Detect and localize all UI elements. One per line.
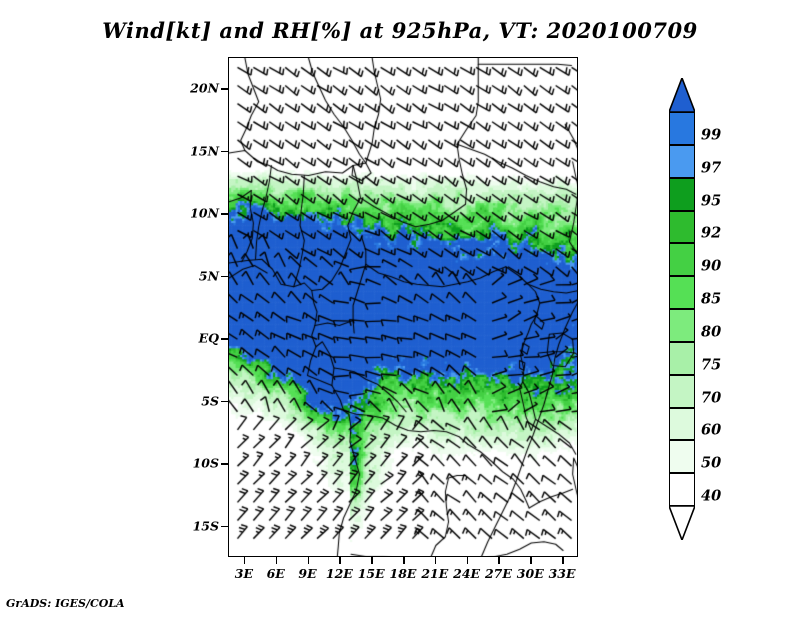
- x-tick: [371, 557, 373, 564]
- x-tick-label: 12E: [325, 566, 353, 581]
- x-tick: [403, 557, 405, 564]
- x-tick-label: 18E: [389, 566, 417, 581]
- credit-label: GrADS: IGES/COLA: [6, 597, 125, 610]
- x-tick-label: 24E: [453, 566, 481, 581]
- colorbar: 40 50 60 70 75 80 85 90 92 95 97 99: [667, 75, 721, 543]
- colorbar-tick-label: 70: [701, 389, 722, 406]
- colorbar-segment: [669, 407, 695, 441]
- x-tick: [562, 557, 564, 564]
- y-tick-label: 10S: [192, 455, 219, 471]
- colorbar-segment: [669, 440, 695, 474]
- colorbar-tick-label: 90: [701, 257, 722, 275]
- plot-frame: [228, 57, 578, 557]
- x-tick-label: 30E: [516, 566, 544, 581]
- y-tick: [221, 463, 228, 465]
- y-tick-label: 15N: [190, 143, 219, 159]
- x-tick-label: 15E: [357, 566, 385, 581]
- colorbar-tick-label: 95: [701, 192, 722, 209]
- x-tick: [466, 557, 469, 564]
- y-tick: [221, 525, 228, 528]
- colorbar-segment: [669, 341, 695, 375]
- x-tick-label: 3E: [234, 566, 254, 581]
- y-tick-label: EQ: [198, 330, 219, 346]
- x-tick: [243, 557, 246, 564]
- y-tick-label: 5N: [198, 268, 219, 284]
- y-tick-label: 5S: [201, 393, 219, 409]
- colorbar-tick-label: 75: [701, 356, 722, 374]
- colorbar-tick-label: 92: [701, 224, 722, 242]
- colorbar-segment: [669, 374, 695, 408]
- y-tick: [221, 338, 228, 340]
- map-plot-area: 20N 15N 10N 5N EQ 5S 10S 15S 3E 6E 9E 12E 15E 18E 21E…: [190, 57, 578, 581]
- colorbar-segment: [669, 112, 695, 145]
- colorbar-segment: [669, 210, 695, 244]
- colorbar-tick-label: 97: [701, 159, 722, 177]
- x-tick: [434, 557, 437, 564]
- page-title: Wind[kt] and RH[%] at 925hPa, VT: 202010…: [102, 18, 698, 43]
- y-tick: [221, 213, 228, 215]
- colorbar-tick-label: 99: [701, 126, 722, 144]
- y-tick: [221, 275, 228, 278]
- x-tick-label: 6E: [266, 566, 285, 581]
- colorbar-tick-label: 80: [701, 323, 722, 341]
- x-tick: [307, 557, 310, 564]
- x-tick: [339, 557, 341, 564]
- wind-barbs-overlay: [229, 58, 577, 556]
- x-tick: [275, 557, 278, 564]
- colorbar-segment: [669, 177, 695, 211]
- colorbar-tick-label: 40: [701, 487, 722, 505]
- y-tick-label: 20N: [190, 80, 219, 96]
- y-tick: [221, 400, 228, 403]
- y-tick: [221, 150, 228, 153]
- colorbar-segment: [669, 243, 695, 277]
- colorbar-tick-label: 85: [701, 290, 722, 308]
- colorbar-segment: [669, 309, 695, 342]
- colorbar-under-arrow: [667, 505, 697, 543]
- colorbar-segment: [669, 144, 695, 178]
- y-tick: [221, 88, 228, 90]
- x-tick-label: 9E: [298, 566, 317, 581]
- colorbar-tick-label: 60: [701, 421, 722, 439]
- x-tick-label: 27E: [484, 566, 512, 581]
- y-tick-label: 15S: [192, 518, 219, 534]
- y-tick-label: 10N: [190, 205, 219, 221]
- colorbar-tick-label: 50: [701, 454, 722, 472]
- colorbar-over-arrow: [667, 75, 697, 113]
- x-tick-label: 21E: [421, 566, 449, 581]
- x-tick: [498, 557, 500, 564]
- colorbar-segment: [669, 473, 695, 506]
- x-tick: [530, 557, 532, 564]
- colorbar-segment: [669, 276, 695, 309]
- x-tick-label: 33E: [548, 566, 576, 581]
